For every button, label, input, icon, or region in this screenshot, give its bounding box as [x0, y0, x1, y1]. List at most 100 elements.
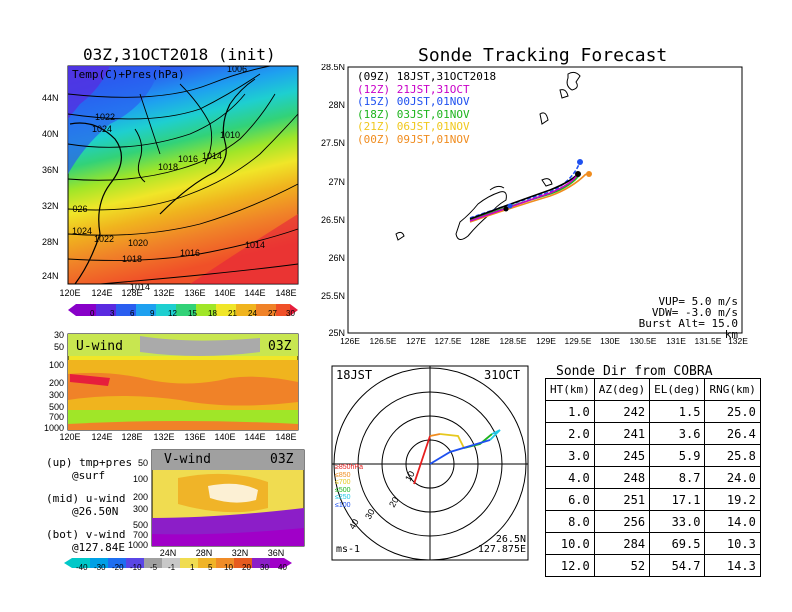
svg-text:132E: 132E: [153, 432, 174, 442]
svg-text:126E: 126E: [340, 336, 360, 346]
colorbar-tick: 30: [260, 563, 269, 572]
svg-text:1018: 1018: [122, 254, 142, 264]
svg-text:500: 500: [49, 402, 64, 412]
sonde-dir-title: Sonde Dir from COBRA: [556, 364, 713, 379]
svg-text:28N: 28N: [196, 548, 213, 558]
svg-text:130E: 130E: [600, 336, 620, 346]
svg-text:1020: 1020: [128, 238, 148, 248]
svg-text:28N: 28N: [328, 100, 345, 110]
svg-text:30: 30: [363, 507, 377, 521]
sonde-dir-table: HT(km) AZ(deg) EL(deg) RNG(km) 1.0 242 1.5…: [545, 378, 761, 577]
legend-item: (09Z) 18JST,31OCT2018: [357, 70, 497, 83]
svg-text:127E: 127E: [406, 336, 426, 346]
svg-text:28.5N: 28.5N: [321, 64, 345, 72]
svg-text:40: 40: [347, 517, 361, 531]
colorbar-tick: 3: [110, 309, 115, 318]
svg-text:136E: 136E: [184, 288, 205, 298]
table-row: 2.0 241 3.6 26.4: [545, 422, 761, 445]
layer-item: ≤500: [335, 486, 351, 494]
v-wind-time: 03Z: [270, 452, 294, 467]
colorbar-tick: 30: [286, 309, 295, 318]
svg-text:40N: 40N: [42, 129, 59, 139]
layer-item: ≤700: [335, 479, 351, 486]
svg-text:1022: 1022: [94, 234, 114, 244]
svg-text:100: 100: [133, 474, 148, 484]
svg-text:1000: 1000: [128, 540, 148, 550]
svg-text:28N: 28N: [42, 237, 59, 247]
vup-value: VUP= 5.0 m/s: [658, 295, 738, 308]
svg-text:129.5E: 129.5E: [565, 336, 592, 346]
col-header: AZ(deg): [593, 378, 651, 401]
v-wind-colorbar-ticks: -40 -30 -20 -10 -5 -1 1 5 10 20 30 40: [76, 563, 306, 575]
svg-text:700: 700: [49, 412, 64, 422]
table-row: 10.0 284 69.5 10.3: [545, 532, 761, 555]
legend-item: (18Z) 03JST,01NOV: [357, 107, 470, 121]
colorbar-tick: -30: [94, 563, 106, 572]
colorbar-tick: 20: [242, 563, 251, 572]
svg-text:36N: 36N: [42, 165, 59, 175]
svg-text:124E: 124E: [91, 288, 112, 298]
svg-text:140E: 140E: [214, 432, 235, 442]
legend-item: (00Z) 09JST,01NOV: [357, 132, 470, 146]
hodograph-time: 18JST: [336, 368, 373, 382]
svg-text:20: 20: [387, 495, 401, 509]
layer-item: ≤100: [335, 501, 351, 509]
table-row: 4.0 248 8.7 24.0: [545, 466, 761, 489]
svg-text:026: 026: [72, 204, 87, 214]
table-header-row: HT(km) AZ(deg) EL(deg) RNG(km): [545, 378, 761, 401]
hodograph-date: 31OCT: [484, 368, 521, 382]
note-line: (bot) v-wind: [46, 528, 126, 541]
svg-text:50: 50: [138, 458, 148, 468]
note-line: @127.84E: [72, 541, 125, 554]
colorbar-tick: 9: [150, 309, 155, 318]
colorbar-tick: -40: [76, 563, 88, 572]
colorbar-tick: -10: [130, 563, 142, 572]
v-wind-cross-section: 50 100 200 300 500 700 1000 24N 28N 32N …: [128, 449, 305, 558]
svg-text:24N: 24N: [160, 548, 177, 558]
svg-text:127.5E: 127.5E: [435, 336, 462, 346]
colorbar-tick: 15: [188, 309, 197, 318]
svg-text:1000: 1000: [44, 423, 64, 433]
svg-text:136E: 136E: [184, 432, 205, 442]
svg-text:27.5N: 27.5N: [321, 138, 345, 148]
svg-text:32N: 32N: [232, 548, 249, 558]
svg-text:128.5E: 128.5E: [500, 336, 527, 346]
svg-text:129E: 129E: [536, 336, 556, 346]
svg-text:148E: 148E: [275, 432, 296, 442]
svg-text:132E: 132E: [728, 336, 748, 346]
svg-text:26N: 26N: [328, 253, 345, 263]
svg-text:126.5E: 126.5E: [370, 336, 397, 346]
colorbar-tick: 12: [168, 309, 177, 318]
vdw-value: VDW= -3.0 m/s: [651, 306, 738, 319]
svg-text:1018: 1018: [158, 162, 178, 172]
svg-text:25N: 25N: [328, 328, 345, 338]
svg-text:1022: 1022: [95, 112, 115, 122]
tracking-title: Sonde Tracking Forecast: [418, 45, 668, 66]
svg-text:131E: 131E: [666, 336, 686, 346]
colorbar-tick: 5: [208, 563, 213, 572]
panel-notes: (up) tmp+pres @surf (mid) u-wind @26.50N…: [46, 456, 132, 554]
map-field-label: Temp(C)+Pres(hPa): [72, 68, 185, 81]
layer-item: ≥850hPa: [335, 464, 363, 471]
svg-text:120E: 120E: [59, 432, 80, 442]
v-wind-colorbar: [64, 558, 292, 568]
temperature-pressure-map: 1006 1022 1024 1010 1016 1018 026 1024 1…: [42, 64, 299, 316]
hodograph-location: 26.5N 127.875E: [477, 534, 526, 555]
u-wind-time: 03Z: [268, 339, 292, 354]
colorbar-tick: 6: [130, 309, 135, 318]
note-line: (mid) u-wind: [46, 492, 126, 505]
colorbar-tick: 0: [90, 309, 95, 318]
svg-text:200: 200: [49, 378, 64, 388]
u-wind-label: U-wind: [76, 339, 123, 354]
col-header: EL(deg): [649, 378, 706, 401]
svg-text:1014: 1014: [245, 240, 265, 250]
colorbar-tick: 10: [224, 563, 233, 572]
svg-text:300: 300: [49, 390, 64, 400]
svg-text:128E: 128E: [121, 288, 142, 298]
map-colorbar-ticks: 0 3 6 9 12 15 18 21 24 27 30: [82, 309, 312, 321]
table-row: 12.0 52 54.7 14.3: [545, 554, 761, 577]
svg-text:131.5E: 131.5E: [695, 336, 722, 346]
hodograph: 10 20 30 40: [331, 365, 529, 561]
burst-alt-value: Burst Alt= 15.0 km: [638, 317, 738, 341]
colorbar-tick: 1: [190, 563, 195, 572]
